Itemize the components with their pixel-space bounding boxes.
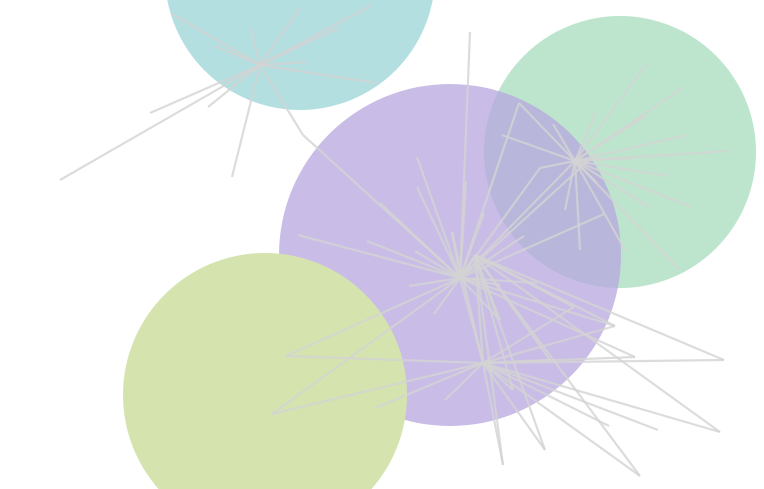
edge (481, 362, 505, 466)
edge (574, 160, 650, 208)
edge (459, 277, 501, 321)
edge (573, 112, 598, 162)
edge (459, 276, 616, 328)
edge (518, 102, 576, 162)
edge (482, 361, 721, 434)
cluster-layer (123, 0, 756, 489)
edge (458, 31, 472, 279)
edge (207, 64, 261, 108)
edge (459, 212, 605, 280)
edge (474, 253, 725, 362)
edge (433, 277, 461, 315)
edge (259, 60, 306, 67)
edge (482, 362, 610, 427)
edge (259, 64, 304, 136)
edge (248, 27, 262, 66)
edge (482, 306, 575, 364)
edge (444, 362, 484, 401)
edge (459, 276, 636, 359)
edge (574, 156, 633, 163)
edge (574, 160, 681, 271)
edge (259, 63, 377, 85)
edge (473, 254, 515, 391)
edge (259, 7, 301, 66)
edge (416, 186, 461, 279)
edge (171, 13, 261, 66)
edge (259, 27, 339, 66)
edge (574, 159, 693, 209)
edge (552, 123, 576, 162)
edge (459, 276, 538, 285)
edge (459, 160, 576, 279)
edge (574, 133, 687, 163)
edge (302, 134, 461, 279)
edge (450, 231, 485, 364)
edge (574, 159, 669, 178)
edge (285, 354, 484, 365)
edge (482, 361, 659, 432)
edge (473, 254, 485, 364)
edge (408, 276, 461, 288)
edge (501, 133, 576, 163)
edge (297, 233, 461, 280)
edge (366, 239, 461, 280)
edge (214, 44, 261, 67)
edge (574, 115, 646, 162)
edge (482, 324, 616, 365)
edge (482, 362, 546, 451)
edge (459, 167, 541, 279)
edge (574, 62, 648, 162)
edge (482, 362, 641, 477)
edge (539, 159, 576, 170)
edge (149, 63, 261, 115)
edge (59, 64, 261, 181)
edge (574, 160, 626, 251)
edge (459, 235, 525, 279)
cluster-area (123, 253, 407, 489)
edge (458, 212, 486, 279)
edge (271, 361, 484, 416)
edge (563, 160, 577, 211)
edge (374, 361, 484, 410)
edge (482, 358, 725, 365)
edge (271, 277, 461, 415)
edge (474, 254, 721, 433)
edge (415, 156, 462, 279)
edge (285, 276, 461, 358)
edge (573, 160, 582, 251)
edge (474, 254, 616, 327)
edge (414, 250, 461, 279)
edge-layer (59, 4, 729, 477)
edge (230, 64, 262, 178)
